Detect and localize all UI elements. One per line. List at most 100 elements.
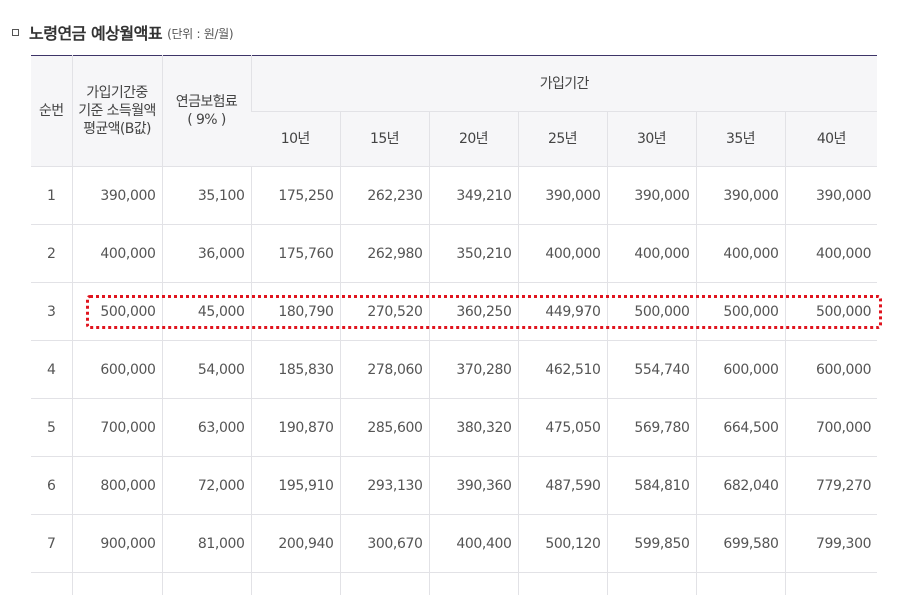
cell-pension: 487,590 [517, 456, 607, 515]
cell-pension: 293,130 [339, 456, 429, 515]
cell-pension: 390,360 [428, 456, 518, 515]
cell-pension: 370,280 [428, 340, 518, 399]
cell-pension: 360,250 [428, 282, 518, 341]
header-period-5: 35년 [695, 111, 785, 167]
table-row: 3 500,000 45,000 180,790 270,520 360,250 449,9… [31, 282, 878, 341]
cell-pension: 600,000 [695, 340, 785, 399]
cell-no: 7 [31, 514, 72, 573]
cell-pension: 449,970 [517, 282, 607, 341]
cell-income: 700,000 [71, 398, 162, 457]
empty-cell [71, 572, 162, 595]
cell-pension: 700,000 [784, 398, 878, 457]
header-period: 가입기간 [250, 55, 878, 112]
cell-pension: 475,050 [517, 398, 607, 457]
cell-pension: 175,250 [250, 166, 340, 225]
cell-premium: 63,000 [161, 398, 251, 457]
cell-no: 1 [31, 166, 72, 225]
empty-cell [250, 572, 340, 595]
cell-pension: 599,850 [606, 514, 696, 573]
pension-table: 순번 가입기간중 기준 소득월액 평균액(B값) 연금보험료 ( 9% ) 가입… [31, 55, 878, 595]
cell-income: 600,000 [71, 340, 162, 399]
cell-premium: 81,000 [161, 514, 251, 573]
cell-pension: 400,000 [784, 224, 878, 283]
empty-cell [695, 572, 785, 595]
cell-income: 900,000 [71, 514, 162, 573]
empty-cell [428, 572, 518, 595]
cell-pension: 262,230 [339, 166, 429, 225]
header-income-label: 가입기간중 기준 소득월액 평균액(B값) [78, 85, 156, 137]
cell-pension: 390,000 [606, 166, 696, 225]
cell-pension: 278,060 [339, 340, 429, 399]
cell-pension: 390,000 [695, 166, 785, 225]
square-bullet-icon [12, 29, 19, 36]
cell-pension: 300,670 [339, 514, 429, 573]
cell-no: 6 [31, 456, 72, 515]
cell-pension: 180,790 [250, 282, 340, 341]
table-row: 6 800,000 72,000 195,910 293,130 390,360 487,5… [31, 456, 878, 515]
cell-pension: 500,120 [517, 514, 607, 573]
cell-pension: 390,000 [784, 166, 878, 225]
cell-pension: 400,000 [606, 224, 696, 283]
empty-cell [31, 573, 72, 595]
cell-pension: 584,810 [606, 456, 696, 515]
cell-pension: 195,910 [250, 456, 340, 515]
header-period-2: 20년 [428, 111, 518, 167]
table-row: 2 400,000 36,000 175,760 262,980 350,210 400,0… [31, 224, 878, 283]
cell-no: 4 [31, 340, 72, 399]
table-row-partial [31, 572, 878, 595]
cell-pension: 400,000 [517, 224, 607, 283]
cell-pension: 190,870 [250, 398, 340, 457]
cell-income: 400,000 [71, 224, 162, 283]
header-premium-rate: ( 9% ) [187, 112, 226, 128]
cell-pension: 569,780 [606, 398, 696, 457]
cell-no: 2 [31, 224, 72, 283]
table-row: 5 700,000 63,000 190,870 285,600 380,320 475,0… [31, 398, 878, 457]
cell-pension: 799,300 [784, 514, 878, 573]
cell-pension: 400,000 [695, 224, 785, 283]
section-title: 노령연금 예상월액표 (단위 : 원/월) [12, 18, 234, 46]
empty-cell [161, 572, 251, 595]
cell-pension: 390,000 [517, 166, 607, 225]
cell-pension: 262,980 [339, 224, 429, 283]
cell-premium: 35,100 [161, 166, 251, 225]
empty-cell [606, 572, 696, 595]
cell-pension: 779,270 [784, 456, 878, 515]
cell-income: 800,000 [71, 456, 162, 515]
cell-pension: 682,040 [695, 456, 785, 515]
cell-pension: 200,940 [250, 514, 340, 573]
header-no: 순번 [31, 55, 72, 167]
cell-income: 390,000 [71, 166, 162, 225]
cell-pension: 380,320 [428, 398, 518, 457]
cell-pension: 462,510 [517, 340, 607, 399]
cell-pension: 554,740 [606, 340, 696, 399]
header-period-0: 10년 [251, 111, 340, 167]
cell-pension: 500,000 [695, 282, 785, 341]
header-period-4: 30년 [606, 111, 696, 167]
cell-pension: 500,000 [606, 282, 696, 341]
cell-pension: 185,830 [250, 340, 340, 399]
cell-pension: 500,000 [784, 282, 878, 341]
cell-pension: 699,580 [695, 514, 785, 573]
table-row: 4 600,000 54,000 185,830 278,060 370,280 462,5… [31, 340, 878, 399]
cell-pension: 400,400 [428, 514, 518, 573]
header-period-3: 25년 [517, 111, 607, 167]
table-title: 노령연금 예상월액표 [29, 24, 163, 43]
cell-premium: 54,000 [161, 340, 251, 399]
cell-pension: 664,500 [695, 398, 785, 457]
table-row: 1 390,000 35,100 175,250 262,230 349,210 390,0… [31, 166, 878, 225]
cell-pension: 175,760 [250, 224, 340, 283]
header-income: 가입기간중 기준 소득월액 평균액(B값) [71, 55, 162, 167]
empty-cell [517, 572, 607, 595]
cell-premium: 72,000 [161, 456, 251, 515]
cell-income: 500,000 [71, 282, 162, 341]
cell-pension: 350,210 [428, 224, 518, 283]
header-premium: 연금보험료 ( 9% ) [161, 55, 251, 167]
cell-premium: 36,000 [161, 224, 251, 283]
cell-premium: 45,000 [161, 282, 251, 341]
empty-cell [784, 572, 878, 595]
cell-no: 5 [31, 398, 72, 457]
table-row: 7 900,000 81,000 200,940 300,670 400,400 500,1… [31, 514, 878, 573]
empty-cell [339, 572, 429, 595]
cell-pension: 285,600 [339, 398, 429, 457]
unit-label: (단위 : 원/월) [167, 27, 234, 41]
